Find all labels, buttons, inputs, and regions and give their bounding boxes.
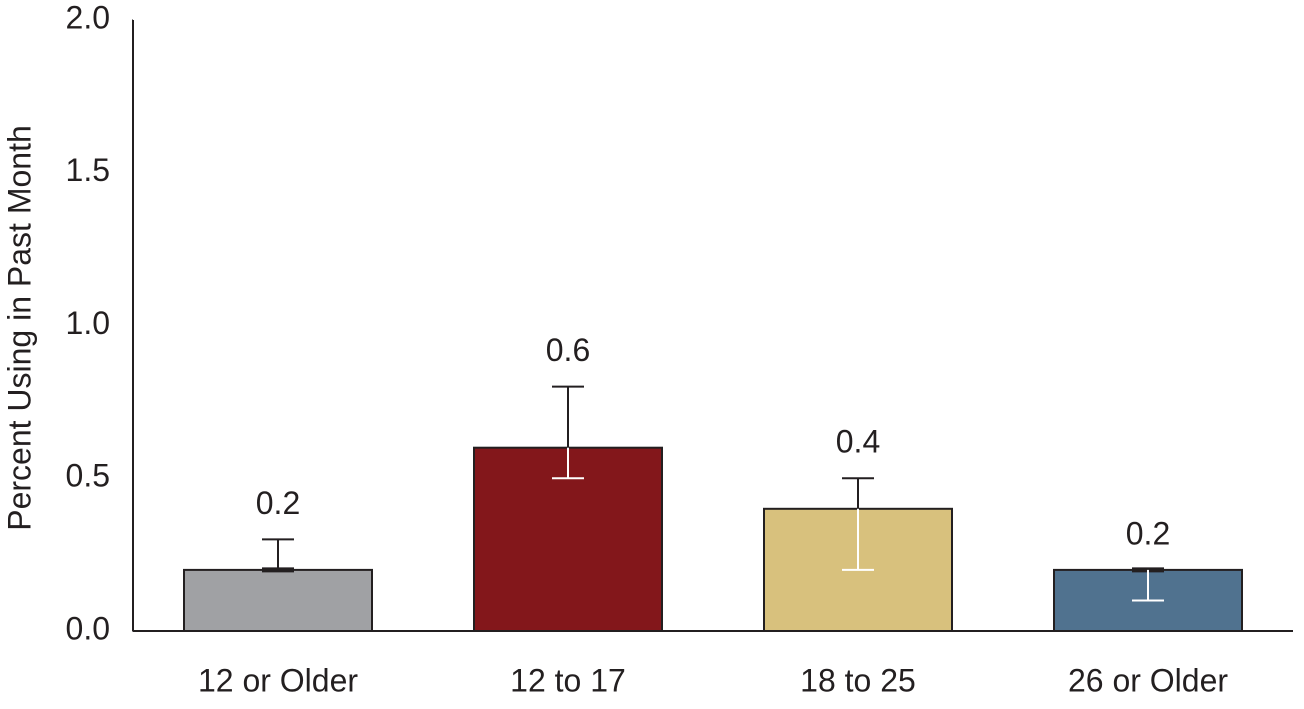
x-tick-label: 12 to 17 [510,662,626,698]
x-tick-label: 12 or Older [198,662,358,698]
bar [183,568,373,633]
x-tick-label: 26 or Older [1068,662,1228,698]
y-tick-label: 0.5 [66,458,110,494]
y-tick-label: 0.0 [66,610,110,646]
y-axis-title: Percent Using in Past Month [1,125,37,531]
data-label: 0.2 [256,485,300,521]
x-tick-label: 18 to 25 [800,662,916,698]
data-label: 0.6 [546,332,590,368]
y-tick-label: 2.0 [66,0,110,35]
data-label: 0.4 [836,424,880,460]
y-tick-label: 1.5 [66,152,110,188]
y-tick-label: 1.0 [66,305,110,341]
data-label: 0.2 [1126,515,1170,551]
